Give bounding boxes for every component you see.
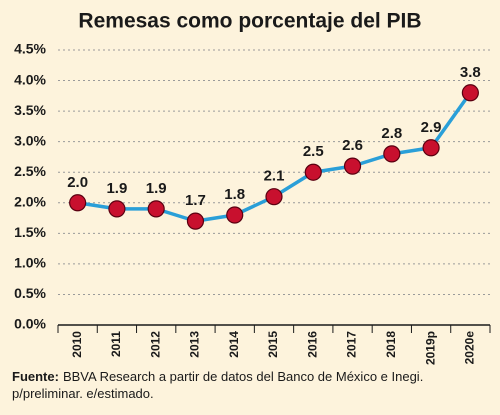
data-label: 2.9	[421, 119, 442, 136]
data-label: 1.9	[146, 180, 167, 197]
y-tick-label: 3.5%	[14, 102, 46, 118]
data-point	[461, 84, 479, 102]
y-tick-label: 0.5%	[14, 285, 46, 301]
y-tick-label: 4.0%	[14, 71, 46, 87]
data-label: 1.7	[185, 192, 206, 209]
x-tick-label: 2019p	[423, 331, 437, 365]
data-label: 2.0	[67, 174, 88, 191]
x-tick-label: 2018	[384, 331, 398, 358]
data-label: 2.8	[381, 125, 402, 142]
x-tick-label: 2016	[305, 331, 319, 358]
x-tick-label: 2017	[345, 331, 359, 358]
data-label: 2.5	[303, 143, 324, 160]
x-tick-label: 2013	[188, 331, 202, 358]
x-tick-label: 2020e	[463, 331, 477, 365]
source-text: p/preliminar. e/estimado.	[12, 386, 154, 401]
x-tick-label: 2014	[227, 331, 241, 358]
x-tick-label: 2015	[266, 331, 280, 358]
y-tick-label: 1.5%	[14, 224, 46, 240]
y-tick-label: 0.0%	[14, 316, 46, 332]
y-tick-label: 3.0%	[14, 132, 46, 148]
source-text: BBVA Research a partir de datos del Banc…	[63, 369, 423, 384]
data-label: 2.6	[342, 137, 363, 154]
data-point	[422, 139, 440, 157]
data-label: 2.1	[264, 168, 285, 185]
x-tick-label: 2011	[109, 331, 123, 357]
data-point	[265, 188, 283, 206]
y-tick-label: 1.0%	[14, 255, 46, 271]
data-point	[304, 163, 322, 181]
data-point	[343, 157, 362, 175]
source-note: Fuente: BBVA Research a partir de datos d…	[12, 369, 423, 384]
chart-title: Remesas como porcentaje del PIB	[78, 10, 421, 33]
y-tick-label: 2.5%	[14, 163, 46, 179]
data-point	[186, 212, 205, 230]
data-point	[226, 206, 244, 224]
data-point	[383, 145, 401, 163]
y-tick-label: 4.5%	[14, 41, 46, 57]
data-point	[147, 200, 165, 218]
x-tick-label: 2012	[148, 331, 162, 358]
data-label: 3.8	[460, 64, 481, 81]
source-label: Fuente:	[12, 369, 59, 384]
data-point	[108, 200, 126, 218]
data-label: 1.9	[106, 180, 127, 197]
data-label: 1.8	[224, 186, 245, 203]
y-tick-label: 2.0%	[14, 193, 46, 209]
x-tick-label: 2010	[70, 331, 84, 358]
data-point	[69, 194, 87, 212]
